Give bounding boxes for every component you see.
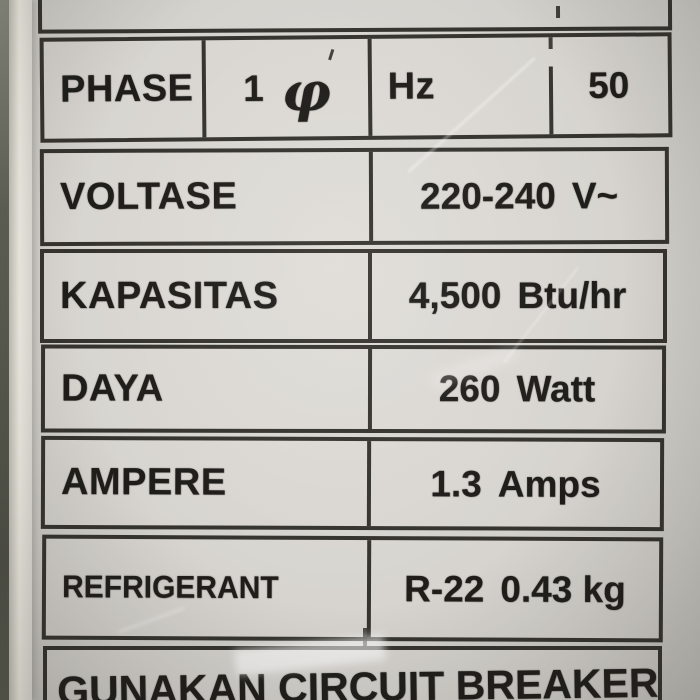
voltase-unit: V~ [571, 174, 619, 216]
table-row-phase: PHASE 1 φ Hz 50 [39, 32, 673, 143]
refrigerant-label: REFRIGERANT [61, 569, 279, 605]
refrigerant-label-cell: REFRIGERANT [45, 538, 372, 638]
table-row-voltase: VOLTASE 220-240 V~ [39, 146, 670, 247]
kapasitas-unit: Btu/hr [517, 275, 627, 316]
frequency-label-cell: Hz [371, 37, 554, 136]
refrigerant-value: R-22 [404, 567, 485, 610]
kapasitas-value: 4,500 [408, 275, 502, 316]
kapasitas-label-cell: KAPASITAS [44, 253, 373, 339]
warning-text: GUNAKAN CIRCUIT BREAKER [56, 659, 659, 700]
voltase-value: 220-240 [419, 174, 556, 217]
daya-label: DAYA [60, 366, 164, 410]
phi-tick-mark [327, 48, 334, 60]
table-row-warning: GUNAKAN CIRCUIT BREAKER [43, 646, 662, 700]
table-row-daya: DAYA 260 Watt [40, 344, 667, 434]
voltase-value-cell: 220-240 V~ [373, 151, 665, 241]
phase-phi-symbol: φ [282, 48, 334, 123]
ampere-value: 1.3 [430, 462, 482, 504]
ampere-label-cell: AMPERE [44, 439, 372, 527]
ampere-value-cell: 1.3 Amps [371, 441, 660, 527]
label-edge-highlight [9, 0, 32, 700]
frequency-value: 50 [587, 64, 630, 106]
phase-value-cell: 1 φ [205, 38, 373, 138]
kapasitas-label: KAPASITAS [60, 274, 279, 317]
phase-label: PHASE [59, 67, 194, 111]
dashed-divider-stub [555, 0, 561, 27]
unit-edge-shadow [0, 0, 9, 700]
phase-value-number: 1 [243, 67, 264, 109]
phase-label-cell: PHASE [43, 40, 207, 139]
ampere-unit: Amps [497, 463, 601, 505]
refrigerant-value-cell: R-22 0.43 kg [371, 540, 660, 638]
phi-glyph: φ [281, 58, 331, 124]
table-row-ampere: AMPERE 1.3 Amps [40, 435, 665, 532]
table-row-refrigerant: REFRIGERANT R-22 0.43 kg [41, 534, 664, 643]
daya-value: 260 [438, 368, 501, 410]
voltase-label-cell: VOLTASE [43, 151, 374, 243]
ampere-label: AMPERE [60, 460, 227, 504]
frequency-value-cell: 50 [549, 36, 668, 134]
daya-unit: Watt [516, 368, 596, 410]
voltase-label: VOLTASE [59, 175, 238, 219]
daya-label-cell: DAYA [44, 348, 373, 430]
table-row-top-partial [37, 0, 673, 34]
table-row-kapasitas: KAPASITAS 4,500 Btu/hr [40, 249, 667, 343]
daya-value-cell: 260 Watt [372, 349, 662, 430]
divider-stub-mark [363, 628, 367, 647]
frequency-label: Hz [387, 65, 436, 108]
kapasitas-value-cell: 4,500 Btu/hr [372, 253, 663, 339]
refrigerant-unit: 0.43 kg [500, 568, 626, 610]
